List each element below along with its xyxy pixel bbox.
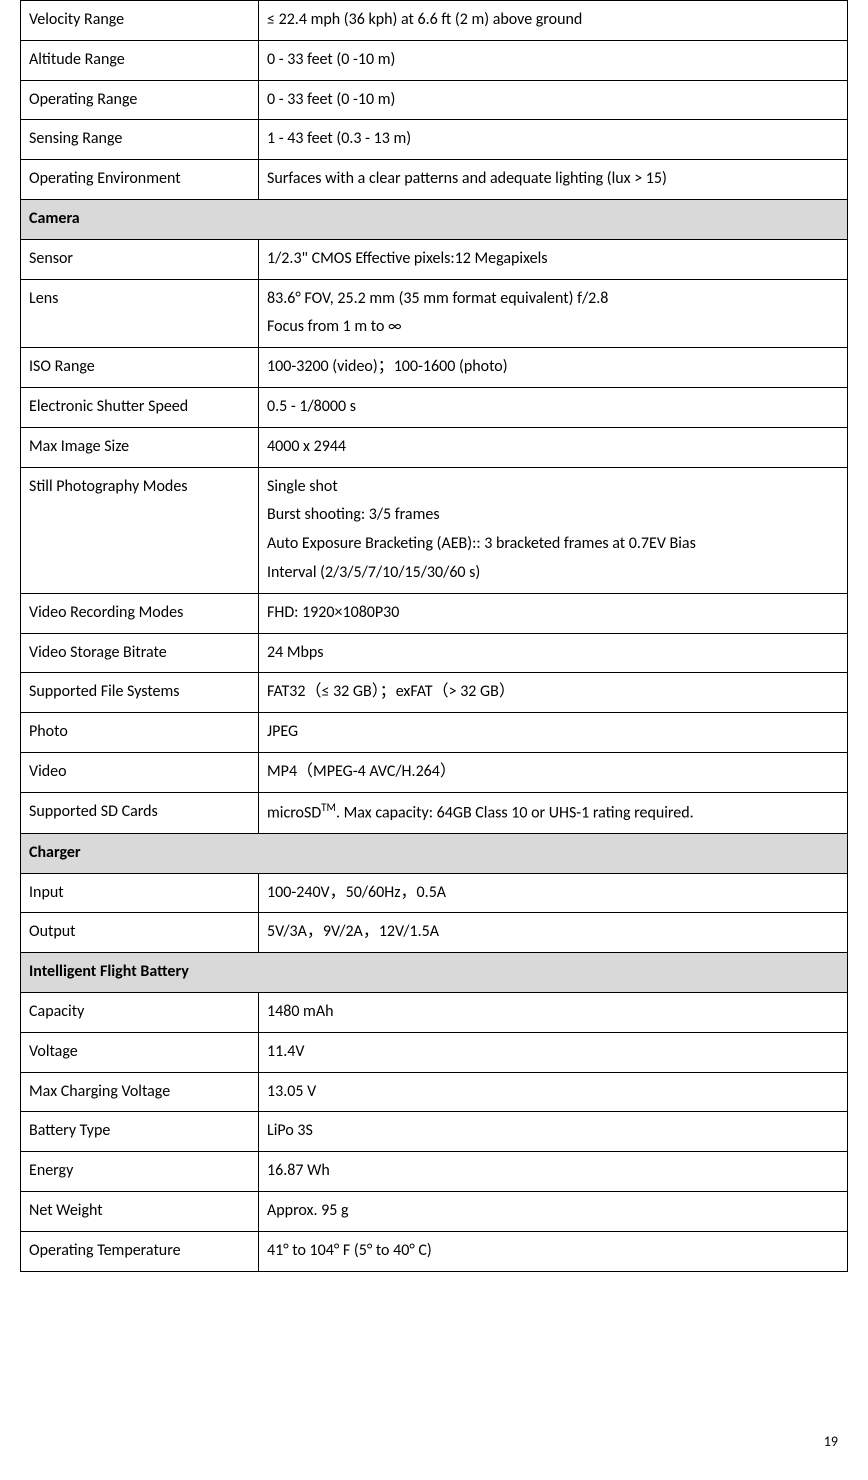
spec-value: 1/2.3" CMOS Effective pixels:12 Megapixe… [259,239,848,279]
table-row: Battery TypeLiPo 3S [21,1112,848,1152]
spec-value: 0 - 33 feet (0 -10 m) [259,40,848,80]
table-row: ISO Range100-3200 (video)；100-1600 (phot… [21,348,848,388]
spec-value: Surfaces with a clear patterns and adequ… [259,160,848,200]
spec-label: Capacity [21,993,259,1033]
spec-value: 0.5 - 1/8000 s [259,387,848,427]
spec-value: 100-240V，50/60Hz，0.5A [259,873,848,913]
table-body: Velocity Range≤ 22.4 mph (36 kph) at 6.6… [21,1,848,1272]
table-row: Energy16.87 Wh [21,1152,848,1192]
spec-label: Video [21,752,259,792]
spec-label: Photo [21,713,259,753]
spec-label: Operating Range [21,80,259,120]
section-header: Charger [21,833,848,873]
table-row: Video Recording ModesFHD: 1920×1080P30 [21,593,848,633]
spec-label: Max Image Size [21,427,259,467]
table-row: Operating Temperature41° to 104° F (5° t… [21,1231,848,1271]
spec-label: Input [21,873,259,913]
table-row: Max Image Size4000 x 2944 [21,427,848,467]
spec-value: 1480 mAh [259,993,848,1033]
spec-label: Output [21,913,259,953]
section-header-row: Charger [21,833,848,873]
table-row: Velocity Range≤ 22.4 mph (36 kph) at 6.6… [21,1,848,41]
spec-label: Operating Temperature [21,1231,259,1271]
spec-value: Single shot Burst shooting: 3/5 frames A… [259,467,848,593]
table-row: Output5V/3A，9V/2A，12V/1.5A [21,913,848,953]
spec-value: 4000 x 2944 [259,427,848,467]
table-row: Lens83.6° FOV, 25.2 mm (35 mm format equ… [21,279,848,348]
spec-label: Velocity Range [21,1,259,41]
spec-value: 83.6° FOV, 25.2 mm (35 mm format equival… [259,279,848,348]
spec-value: 100-3200 (video)；100-1600 (photo) [259,348,848,388]
spec-label: Max Charging Voltage [21,1072,259,1112]
spec-value: 11.4V [259,1032,848,1072]
spec-label: Still Photography Modes [21,467,259,593]
spec-value: microSDTM. Max capacity: 64GB Class 10 o… [259,792,848,833]
spec-label: Supported SD Cards [21,792,259,833]
spec-label: Supported File Systems [21,673,259,713]
spec-label: Altitude Range [21,40,259,80]
spec-value: LiPo 3S [259,1112,848,1152]
section-header: Intelligent Flight Battery [21,953,848,993]
spec-value: JPEG [259,713,848,753]
spec-label: Battery Type [21,1112,259,1152]
table-row: Voltage11.4V [21,1032,848,1072]
table-row: Electronic Shutter Speed0.5 - 1/8000 s [21,387,848,427]
section-header-row: Intelligent Flight Battery [21,953,848,993]
table-row: Operating EnvironmentSurfaces with a cle… [21,160,848,200]
table-row: VideoMP4（MPEG-4 AVC/H.264） [21,752,848,792]
table-row: Net WeightApprox. 95 g [21,1192,848,1232]
table-row: Supported SD CardsmicroSDTM. Max capacit… [21,792,848,833]
spec-value: 16.87 Wh [259,1152,848,1192]
spec-label: Video Recording Modes [21,593,259,633]
table-row: Max Charging Voltage13.05 V [21,1072,848,1112]
specs-table: Velocity Range≤ 22.4 mph (36 kph) at 6.6… [20,0,848,1272]
spec-value: FHD: 1920×1080P30 [259,593,848,633]
spec-label: Lens [21,279,259,348]
table-row: Capacity1480 mAh [21,993,848,1033]
spec-value: 24 Mbps [259,633,848,673]
table-row: Sensor1/2.3" CMOS Effective pixels:12 Me… [21,239,848,279]
spec-value: MP4（MPEG-4 AVC/H.264） [259,752,848,792]
table-row: Operating Range0 - 33 feet (0 -10 m) [21,80,848,120]
spec-label: Energy [21,1152,259,1192]
spec-value: 5V/3A，9V/2A，12V/1.5A [259,913,848,953]
spec-value: 13.05 V [259,1072,848,1112]
spec-value: FAT32（≤ 32 GB）；exFAT（> 32 GB） [259,673,848,713]
table-row: Still Photography ModesSingle shot Burst… [21,467,848,593]
table-row: PhotoJPEG [21,713,848,753]
spec-label: Net Weight [21,1192,259,1232]
spec-value: 41° to 104° F (5° to 40° C) [259,1231,848,1271]
table-row: Input100-240V，50/60Hz，0.5A [21,873,848,913]
spec-value: 1 - 43 feet (0.3 - 13 m) [259,120,848,160]
spec-label: ISO Range [21,348,259,388]
spec-label: Sensor [21,239,259,279]
spec-label: Video Storage Bitrate [21,633,259,673]
section-header: Camera [21,199,848,239]
spec-value: 0 - 33 feet (0 -10 m) [259,80,848,120]
table-row: Supported File SystemsFAT32（≤ 32 GB）；exF… [21,673,848,713]
spec-label: Voltage [21,1032,259,1072]
table-row: Video Storage Bitrate24 Mbps [21,633,848,673]
table-row: Altitude Range0 - 33 feet (0 -10 m) [21,40,848,80]
spec-value: Approx. 95 g [259,1192,848,1232]
spec-value: ≤ 22.4 mph (36 kph) at 6.6 ft (2 m) abov… [259,1,848,41]
table-row: Sensing Range1 - 43 feet (0.3 - 13 m) [21,120,848,160]
spec-label: Sensing Range [21,120,259,160]
section-header-row: Camera [21,199,848,239]
page-container: Velocity Range≤ 22.4 mph (36 kph) at 6.6… [0,0,868,1480]
page-number: 19 [824,1433,838,1450]
spec-label: Operating Environment [21,160,259,200]
spec-label: Electronic Shutter Speed [21,387,259,427]
